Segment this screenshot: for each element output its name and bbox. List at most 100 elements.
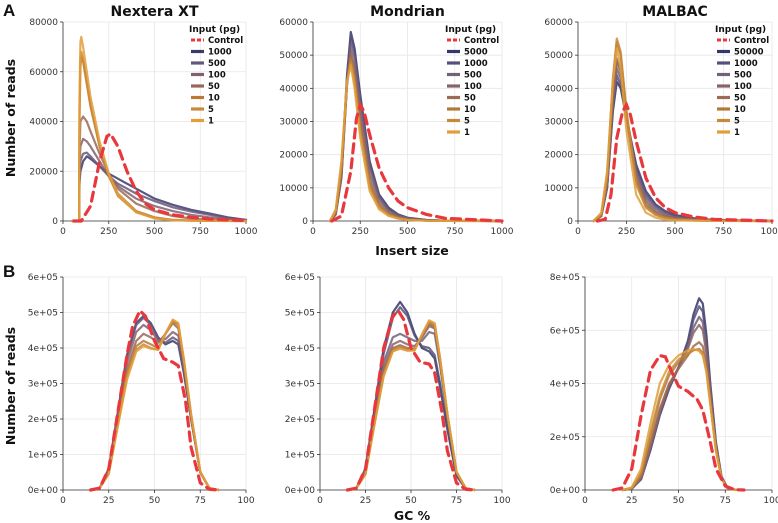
chart-a1: 0 20000 40000 60000 80000 0 250 500 750 1000 Nexte…: [29, 4, 257, 237]
legend-label-10: 10: [734, 105, 746, 115]
x-tick-label: 0: [575, 227, 581, 237]
series-line-control: [345, 308, 477, 492]
chart-b1: 0e+00 1e+05 2e+05 3e+05 4e+05 5e+05 6e+05 0 25 50…: [28, 273, 255, 506]
legend-label-10: 10: [464, 105, 476, 115]
chart-b3: 0e+00 2e+05 4e+05 6e+05 8e+05 0 25 50 75 100: [550, 273, 778, 506]
y-tick-label: 4e+05: [28, 344, 58, 354]
y-tick-label: 20000: [279, 151, 308, 161]
x-tick-label: 1000: [491, 227, 514, 237]
x-tick-label: 250: [618, 227, 635, 237]
y-tick-label: 6e+05: [28, 273, 58, 283]
series-line-control: [330, 100, 504, 223]
legend-label-500: 500: [208, 59, 226, 69]
series-line-1: [592, 47, 774, 223]
x-tick-label: 75: [720, 496, 731, 506]
legend-label-50: 50: [734, 94, 746, 104]
series-line-500: [621, 315, 746, 492]
series-line-1000: [621, 305, 746, 492]
chart-title: Nextera XT: [111, 4, 199, 20]
legend-title: Input (pg): [189, 25, 240, 35]
x-tick-label: 25: [360, 496, 371, 506]
chart-title: Mondrian: [370, 4, 445, 20]
legend-label-50: 50: [464, 94, 476, 104]
legend-label-50: 50: [208, 82, 220, 92]
chart-b2: 0e+00 1e+05 2e+05 3e+05 4e+05 5e+05 6e+05 0 25 50…: [285, 273, 511, 506]
y-tick-label: 60000: [279, 18, 308, 28]
y-tick-label: 20000: [29, 167, 58, 177]
x-tick-label: 100: [763, 496, 778, 506]
series-line-1: [328, 63, 504, 223]
x-tick-label: 500: [399, 227, 416, 237]
legend-label-50000: 50000: [734, 48, 764, 58]
y-tick-label: 0e+00: [285, 486, 316, 496]
y-tick-label: 2e+05: [285, 415, 315, 425]
y-tick-label: 4e+05: [550, 380, 580, 390]
y-tick-label: 40000: [544, 84, 573, 94]
y-tick-label: 50000: [279, 51, 308, 61]
legend-label-1: 1: [464, 128, 470, 138]
x-tick-label: 500: [146, 227, 163, 237]
series-line-control: [595, 101, 774, 223]
x-tick-label: 0: [60, 227, 66, 237]
series-line-control: [611, 353, 746, 492]
panel-a-letter: A: [3, 1, 15, 20]
legend-label-100: 100: [464, 82, 482, 92]
y-tick-label: 2e+05: [28, 415, 58, 425]
y-tick-label: 2e+05: [550, 433, 580, 443]
legend-label-5: 5: [464, 117, 470, 127]
legend-label-10: 10: [208, 94, 220, 104]
row-b-ylabel: Number of reads: [3, 327, 18, 445]
legend-label-1000: 1000: [208, 48, 232, 58]
row-a-xlabel: Insert size: [375, 243, 448, 258]
x-tick-label: 750: [446, 227, 463, 237]
legend-label-5: 5: [208, 105, 214, 115]
row-a-ylabel: Number of reads: [3, 59, 18, 177]
y-tick-label: 10000: [544, 184, 573, 194]
legend-label-control: Control: [464, 36, 499, 46]
x-tick-label: 0: [60, 496, 66, 506]
x-tick-label: 750: [715, 227, 732, 237]
legend-label-1000: 1000: [734, 59, 758, 69]
legend-label-5000: 5000: [464, 48, 488, 58]
series-line-1: [346, 319, 476, 492]
y-tick-label: 30000: [279, 118, 308, 128]
legend-title: Input (pg): [715, 25, 766, 35]
y-tick-label: 5e+05: [285, 309, 315, 319]
legend-label-1: 1: [734, 128, 740, 138]
y-tick-label: 1e+05: [285, 451, 315, 461]
x-tick-label: 0: [310, 227, 316, 237]
y-tick-label: 0: [302, 217, 308, 227]
x-tick-label: 75: [451, 496, 462, 506]
y-tick-label: 60000: [29, 68, 58, 78]
y-tick-label: 40000: [279, 84, 308, 94]
y-tick-label: 30000: [544, 118, 573, 128]
y-tick-label: 0e+00: [28, 486, 59, 496]
x-tick-label: 50: [673, 496, 685, 506]
y-tick-label: 40000: [29, 118, 58, 128]
y-tick-label: 3e+05: [28, 380, 58, 390]
x-tick-label: 100: [237, 496, 254, 506]
legend-label-control: Control: [734, 36, 769, 46]
y-tick-label: 3e+05: [285, 380, 315, 390]
y-tick-label: 0e+00: [550, 486, 581, 496]
x-tick-label: 1000: [235, 227, 258, 237]
row-b-xlabel: GC %: [394, 508, 431, 523]
y-tick-label: 8e+05: [550, 273, 580, 283]
legend-label-100: 100: [208, 71, 226, 81]
legend-label-1000: 1000: [464, 59, 488, 69]
chart-a2: 0 10000 20000 30000 40000 50000 60000 0 250 500 75…: [279, 4, 513, 237]
series-line-1: [89, 318, 220, 492]
legend-label-500: 500: [464, 71, 482, 81]
y-tick-label: 0: [567, 217, 573, 227]
y-tick-label: 60000: [544, 18, 573, 28]
series-line-control: [72, 131, 248, 223]
legend-label-1: 1: [208, 117, 214, 127]
y-tick-label: 6e+05: [550, 326, 580, 336]
x-tick-label: 250: [100, 227, 117, 237]
series-line-control: [88, 307, 221, 492]
